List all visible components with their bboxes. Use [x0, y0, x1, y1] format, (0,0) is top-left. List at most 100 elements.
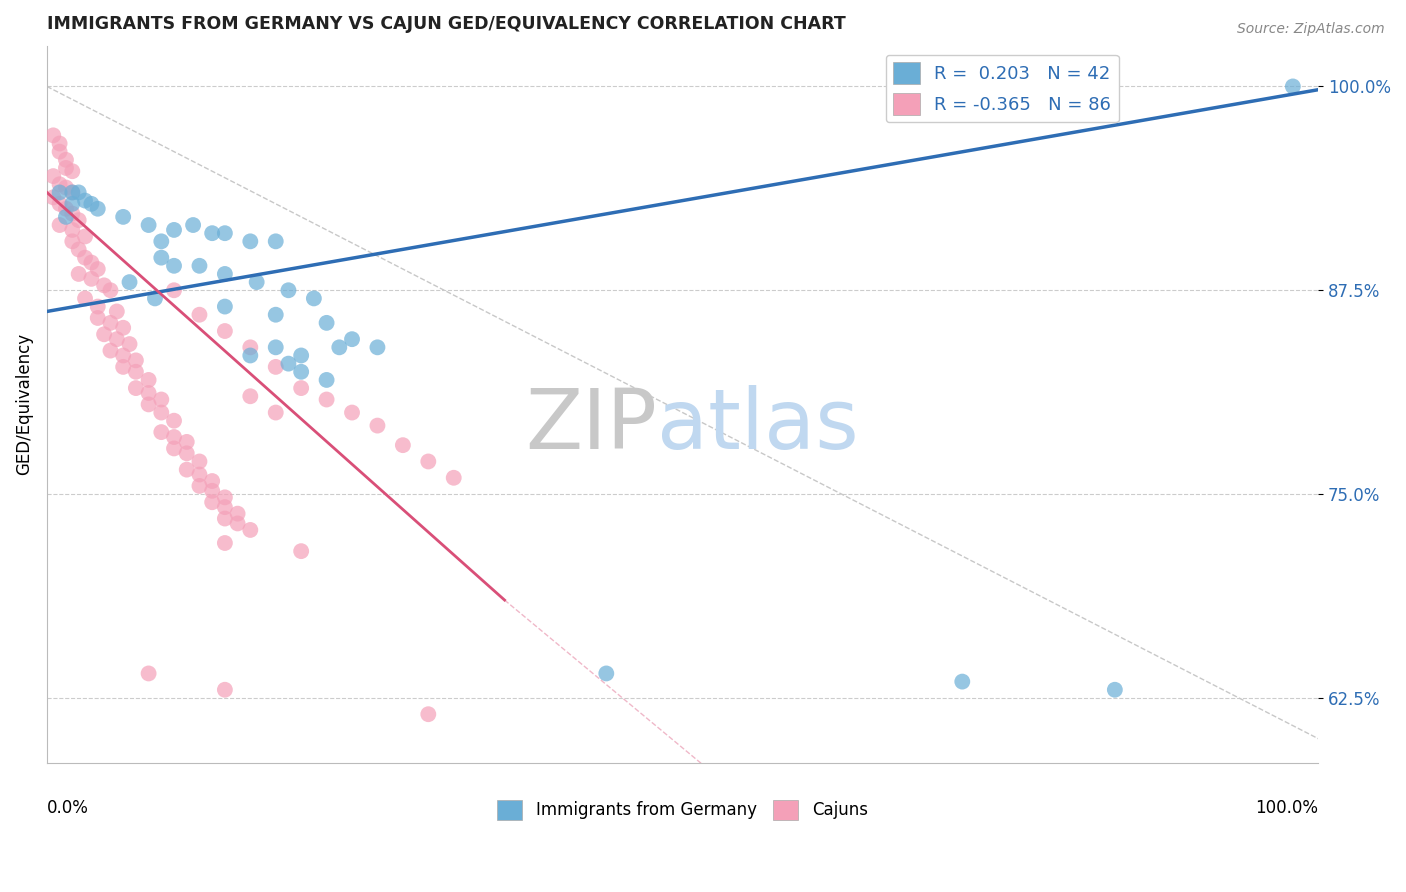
- Point: [163, 283, 186, 297]
- Point: [290, 544, 312, 558]
- Point: [226, 507, 249, 521]
- Point: [48, 145, 70, 159]
- Point: [60, 235, 83, 249]
- Point: [950, 674, 973, 689]
- Point: [55, 202, 77, 216]
- Text: ZIP: ZIP: [526, 385, 657, 467]
- Point: [55, 153, 77, 167]
- Point: [163, 259, 186, 273]
- Point: [150, 251, 173, 265]
- Point: [67, 186, 90, 200]
- Point: [150, 235, 173, 249]
- Point: [315, 392, 337, 407]
- Point: [112, 210, 135, 224]
- Point: [214, 536, 236, 550]
- Point: [277, 357, 299, 371]
- Point: [55, 210, 77, 224]
- Point: [214, 491, 236, 505]
- Point: [226, 516, 249, 531]
- Point: [118, 275, 141, 289]
- Point: [150, 406, 173, 420]
- Point: [125, 381, 148, 395]
- Point: [201, 483, 224, 498]
- Point: [60, 186, 83, 200]
- Point: [67, 267, 90, 281]
- Point: [176, 434, 198, 449]
- Point: [42, 169, 65, 183]
- Point: [138, 373, 160, 387]
- Point: [214, 682, 236, 697]
- Point: [150, 392, 173, 407]
- Point: [239, 389, 262, 403]
- Point: [48, 186, 70, 200]
- Point: [176, 446, 198, 460]
- Point: [201, 226, 224, 240]
- Point: [1104, 682, 1126, 697]
- Point: [1282, 79, 1305, 94]
- Point: [315, 316, 337, 330]
- Point: [87, 310, 110, 325]
- Point: [112, 359, 135, 374]
- Point: [443, 471, 465, 485]
- Point: [214, 324, 236, 338]
- Point: [290, 365, 312, 379]
- Point: [188, 308, 211, 322]
- Point: [239, 349, 262, 363]
- Point: [67, 213, 90, 227]
- Point: [80, 272, 103, 286]
- Point: [302, 292, 325, 306]
- Point: [188, 467, 211, 482]
- Point: [188, 479, 211, 493]
- Point: [340, 406, 363, 420]
- Point: [112, 349, 135, 363]
- Point: [93, 327, 115, 342]
- Point: [118, 337, 141, 351]
- Point: [418, 707, 440, 722]
- Point: [60, 164, 83, 178]
- Point: [87, 262, 110, 277]
- Point: [60, 206, 83, 220]
- Point: [264, 235, 287, 249]
- Point: [163, 223, 186, 237]
- Point: [60, 186, 83, 200]
- Point: [42, 128, 65, 143]
- Point: [188, 259, 211, 273]
- Point: [143, 292, 166, 306]
- Point: [48, 178, 70, 192]
- Point: [214, 267, 236, 281]
- Point: [392, 438, 415, 452]
- Point: [239, 523, 262, 537]
- Point: [87, 300, 110, 314]
- Point: [67, 243, 90, 257]
- Point: [125, 353, 148, 368]
- Point: [60, 197, 83, 211]
- Point: [87, 202, 110, 216]
- Point: [73, 251, 96, 265]
- Point: [201, 474, 224, 488]
- Point: [125, 365, 148, 379]
- Point: [328, 340, 350, 354]
- Point: [340, 332, 363, 346]
- Point: [138, 218, 160, 232]
- Text: atlas: atlas: [657, 385, 859, 467]
- Point: [48, 197, 70, 211]
- Point: [595, 666, 617, 681]
- Point: [100, 283, 122, 297]
- Point: [80, 197, 103, 211]
- Legend: Immigrants from Germany, Cajuns: Immigrants from Germany, Cajuns: [491, 793, 875, 827]
- Text: IMMIGRANTS FROM GERMANY VS CAJUN GED/EQUIVALENCY CORRELATION CHART: IMMIGRANTS FROM GERMANY VS CAJUN GED/EQU…: [46, 15, 845, 33]
- Point: [42, 190, 65, 204]
- Point: [264, 340, 287, 354]
- Point: [315, 373, 337, 387]
- Point: [671, 764, 693, 779]
- Text: Source: ZipAtlas.com: Source: ZipAtlas.com: [1237, 22, 1385, 37]
- Point: [163, 414, 186, 428]
- Point: [80, 255, 103, 269]
- Point: [60, 223, 83, 237]
- Point: [48, 136, 70, 151]
- Point: [150, 425, 173, 439]
- Point: [366, 340, 388, 354]
- Point: [264, 406, 287, 420]
- Point: [181, 218, 204, 232]
- Point: [201, 495, 224, 509]
